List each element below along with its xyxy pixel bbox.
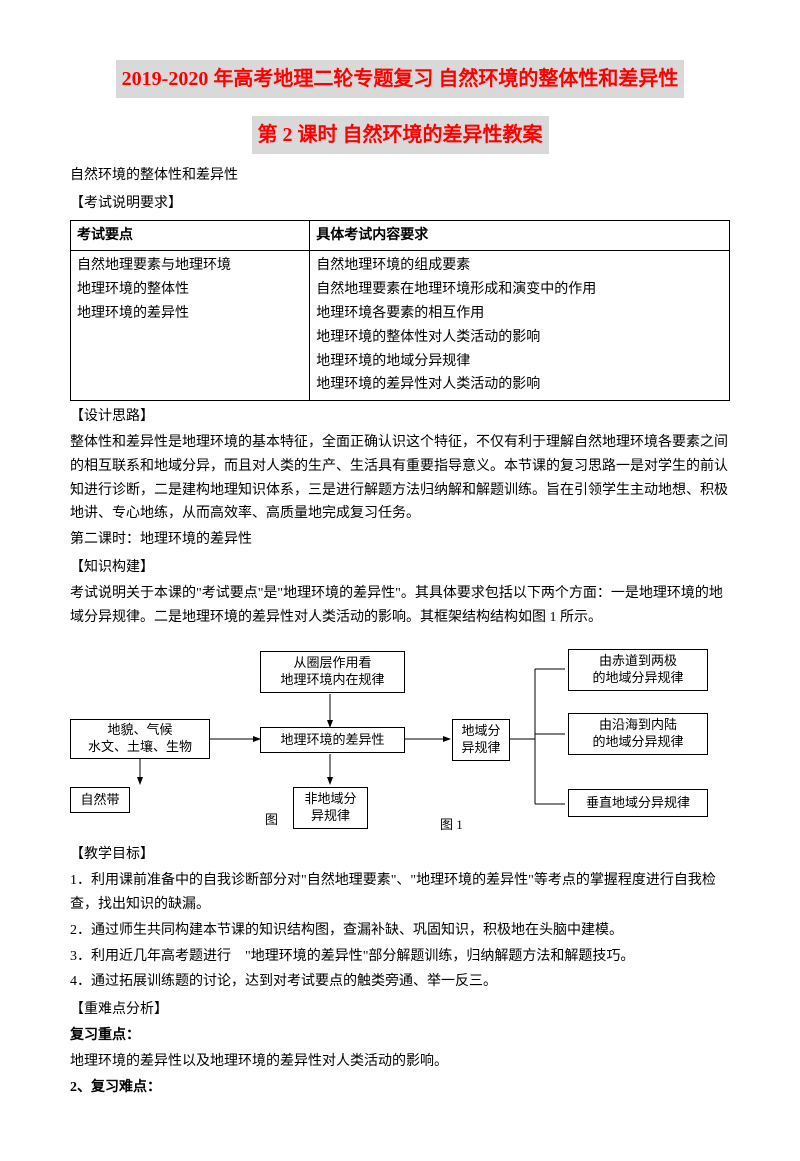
box-line: 由赤道到两极	[592, 653, 683, 670]
diagram-box-bottom: 非地域分 异规律	[293, 787, 368, 829]
right-row: 地理环境各要素的相互作用	[316, 302, 723, 326]
main-title-line1: 2019-2020 年高考地理二轮专题复习 自然环境的整体性和差异性	[116, 60, 685, 98]
diagram-box-r2: 由沿海到内陆 的地域分异规律	[568, 713, 708, 755]
box-line: 异规律	[304, 808, 356, 825]
diagram-label-tu1: 图 1	[440, 814, 463, 836]
right-row: 地理环境的地域分异规律	[316, 350, 723, 374]
design-lesson2: 第二课时：地理环境的差异性	[70, 528, 730, 552]
difficulty-heading: 【重难点分析】	[70, 998, 730, 1022]
box-line: 的地域分异规律	[592, 734, 683, 751]
right-row: 自然地理要素在地理环境形成和演变中的作用	[316, 278, 723, 302]
table-header-row: 考试要点 具体考试内容要求	[71, 220, 730, 251]
review-focus-text: 地理环境的差异性以及地理环境的差异性对人类活动的影响。	[70, 1050, 730, 1074]
right-row: 地理环境的差异性对人类活动的影响	[316, 373, 723, 397]
left-row: 自然地理要素与地理环境	[77, 254, 303, 278]
goal-4: 4．通过拓展训练题的讨论，达到对考试要点的触类旁通、举一反三。	[70, 970, 730, 994]
review-difficulty-heading: 2、复习难点：	[70, 1076, 730, 1100]
goals-heading: 【教学目标】	[70, 843, 730, 867]
box-line: 地域分	[461, 723, 500, 740]
title-row-1: 2019-2020 年高考地理二轮专题复习 自然环境的整体性和差异性	[70, 60, 730, 110]
box-line: 水文、土壤、生物	[88, 739, 192, 756]
diagram-box-mid: 地域分 异规律	[452, 719, 510, 761]
diagram-box-r1: 由赤道到两极 的地域分异规律	[568, 649, 708, 691]
left-row: 地理环境的差异性	[77, 302, 303, 326]
diagram-box-nature-belt: 自然带	[70, 787, 130, 813]
table-body-row: 自然地理要素与地理环境 地理环境的整体性 地理环境的差异性 自然地理环境的组成要…	[71, 251, 730, 401]
box-line: 的地域分异规律	[592, 670, 683, 687]
right-cell: 自然地理环境的组成要素 自然地理要素在地理环境形成和演变中的作用 地理环境各要素…	[310, 251, 730, 401]
diagram-box-factors: 地貌、气候 水文、土壤、生物	[70, 719, 210, 759]
intro-line: 自然环境的整体性和差异性	[70, 164, 730, 188]
left-row: 地理环境的整体性	[77, 278, 303, 302]
diagram-box-top: 从圈层作用看 地理环境内在规律	[260, 651, 405, 693]
goal-3: 3．利用近几年高考题进行 "地理环境的差异性"部分解题训练，归纳解题方法和解题技…	[70, 945, 730, 969]
title-row-2: 第 2 课时 自然环境的差异性教案	[70, 116, 730, 154]
knowledge-paragraph: 考试说明关于本课的"考试要点"是"地理环境的差异性"。其具体要求包括以下两个方面…	[70, 582, 730, 630]
box-line: 异规律	[461, 740, 500, 757]
main-title-line2: 第 2 课时 自然环境的差异性教案	[252, 116, 549, 154]
col2-header: 具体考试内容要求	[310, 220, 730, 251]
design-paragraph: 整体性和差异性是地理环境的基本特征，全面正确认识这个特征，不仅有利于理解自然地理…	[70, 431, 730, 526]
review-focus-heading: 复习重点：	[70, 1024, 730, 1048]
knowledge-diagram: 地貌、气候 水文、土壤、生物 自然带 从圈层作用看 地理环境内在规律 地理环境的…	[70, 639, 730, 839]
right-row: 地理环境的整体性对人类活动的影响	[316, 326, 723, 350]
box-line: 地理环境内在规律	[280, 672, 384, 689]
goal-2: 2．通过师生共同构建本节课的知识结构图，查漏补缺、巩固知识，积极地在头脑中建模。	[70, 919, 730, 943]
exam-table: 考试要点 具体考试内容要求 自然地理要素与地理环境 地理环境的整体性 地理环境的…	[70, 220, 730, 402]
box-line: 非地域分	[304, 791, 356, 808]
diagram-box-r3: 垂直地域分异规律	[568, 789, 708, 817]
diagram-box-center: 地理环境的差异性	[260, 727, 405, 753]
diagram-label-tu: 图	[265, 809, 278, 831]
goal-1: 1．利用课前准备中的自我诊断部分对"自然地理要素"、"地理环境的差异性"等考点的…	[70, 869, 730, 917]
left-cell: 自然地理要素与地理环境 地理环境的整体性 地理环境的差异性	[71, 251, 310, 401]
design-heading: 【设计思路】	[70, 405, 730, 429]
right-row: 自然地理环境的组成要素	[316, 254, 723, 278]
box-line: 由沿海到内陆	[592, 717, 683, 734]
knowledge-heading: 【知识构建】	[70, 556, 730, 580]
exam-requirements-heading: 【考试说明要求】	[70, 192, 730, 216]
box-line: 地貌、气候	[88, 722, 192, 739]
col1-header: 考试要点	[71, 220, 310, 251]
box-line: 从圈层作用看	[280, 655, 384, 672]
